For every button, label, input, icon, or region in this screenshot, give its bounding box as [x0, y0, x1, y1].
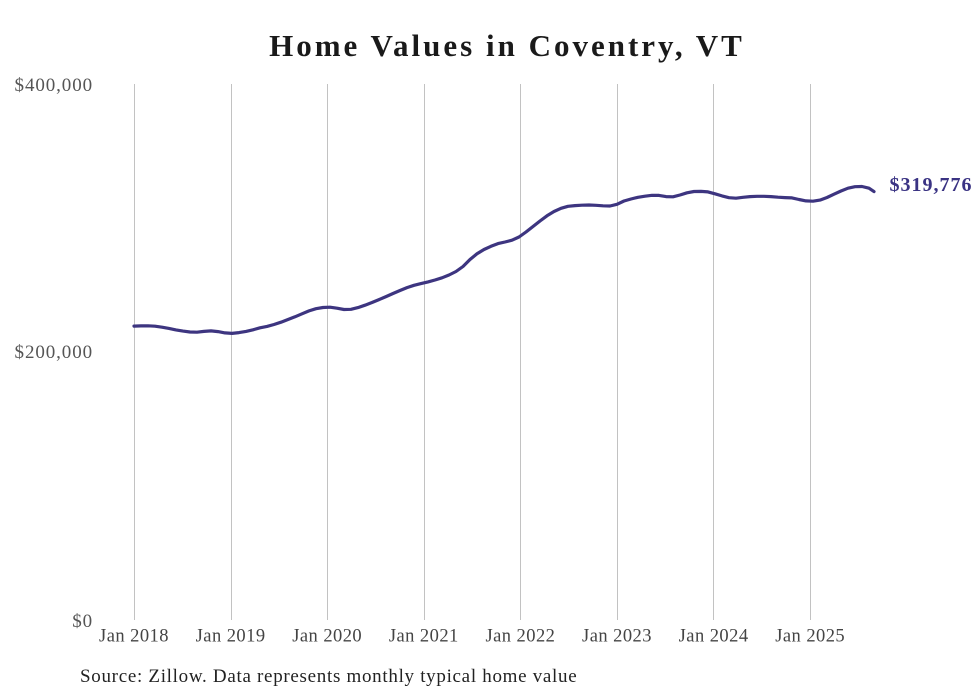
svg-text:Jan 2019: Jan 2019	[196, 626, 266, 646]
svg-text:Jan 2025: Jan 2025	[775, 626, 845, 646]
svg-text:Jan 2020: Jan 2020	[292, 626, 362, 646]
svg-text:$0: $0	[72, 611, 93, 632]
svg-text:$400,000: $400,000	[15, 75, 93, 96]
svg-text:$200,000: $200,000	[15, 342, 93, 363]
svg-text:Source: Zillow. Data represent: Source: Zillow. Data represents monthly …	[80, 666, 577, 687]
svg-text:Jan 2021: Jan 2021	[389, 626, 459, 646]
svg-text:$319,776: $319,776	[890, 174, 973, 196]
svg-text:Jan 2023: Jan 2023	[582, 626, 652, 646]
svg-text:Jan 2022: Jan 2022	[485, 626, 555, 646]
svg-text:Jan 2018: Jan 2018	[99, 626, 169, 646]
svg-text:Jan 2024: Jan 2024	[679, 626, 749, 646]
svg-text:Home Values in Coventry, VT: Home Values in Coventry, VT	[269, 28, 745, 63]
